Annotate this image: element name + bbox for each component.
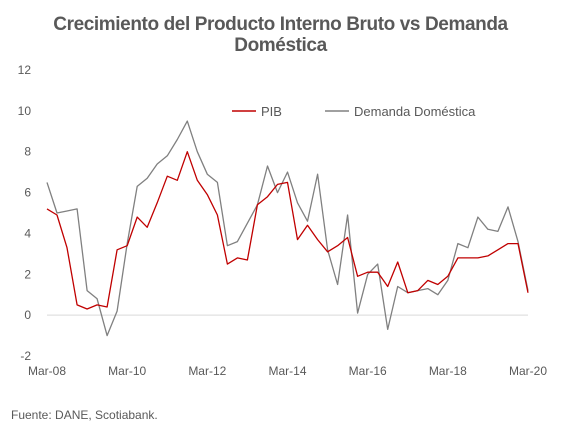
y-tick-label: 10 [18,104,32,118]
series-line-pib [46,151,529,310]
x-tick-label: Mar-14 [268,364,306,378]
chart-title-line2: Doméstica [234,35,327,56]
x-tick-label: Mar-20 [509,364,547,378]
legend-label-demanda-dom-stica: Demanda Doméstica [354,104,476,119]
y-axis: -2 0 2 4 6 8 10 12 [18,63,32,363]
series-line-demanda-dom-stica [46,120,529,337]
source-note: Fuente: DANE, Scotiabank. [11,408,158,422]
chart-title: Crecimiento del Producto Interno Bruto v… [0,14,561,56]
y-tick-label: 2 [24,267,31,281]
x-axis: Mar-08 Mar-10 Mar-12 Mar-14 Mar-16 Mar-18 Mar-… [28,364,547,378]
series-layer [46,120,529,337]
x-tick-label: Mar-18 [429,364,467,378]
y-tick-label: 12 [18,63,32,77]
y-tick-label: -2 [20,349,31,363]
x-tick-label: Mar-12 [188,364,226,378]
legend-label-pib: PIB [261,104,282,119]
x-tick-label: Mar-08 [28,364,66,378]
y-tick-label: 6 [24,186,31,200]
chart-title-line1: Crecimiento del Producto Interno Bruto v… [53,14,508,35]
x-tick-label: Mar-10 [108,364,146,378]
y-tick-label: 4 [24,226,31,240]
x-tick-label: Mar-16 [349,364,387,378]
y-tick-label: 8 [24,145,31,159]
y-tick-label: 0 [24,308,31,322]
legend: PIB Demanda Doméstica [232,104,476,119]
